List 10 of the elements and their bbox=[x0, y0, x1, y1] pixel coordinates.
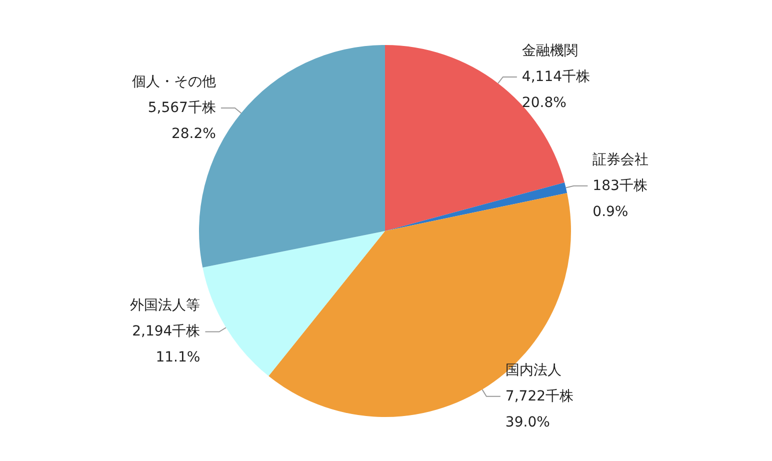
slice-label: 個人・その他 bbox=[132, 74, 216, 90]
data-label: 2,194千株 11.1% bbox=[132, 324, 200, 366]
slice-label: 国内法人 bbox=[505, 362, 562, 378]
slice-label: 証券会社 bbox=[592, 152, 649, 168]
data-label: 183千株 0.9% bbox=[592, 178, 648, 220]
data-label: 4,114千株 20.8% bbox=[522, 68, 590, 111]
data-label: 5,567千株 28.2% bbox=[148, 100, 216, 142]
data-label: 7,722千株 39.0% bbox=[505, 388, 574, 430]
slice-label: 金融機関 bbox=[522, 42, 578, 59]
slice-label: 外国法人等 bbox=[130, 298, 200, 314]
